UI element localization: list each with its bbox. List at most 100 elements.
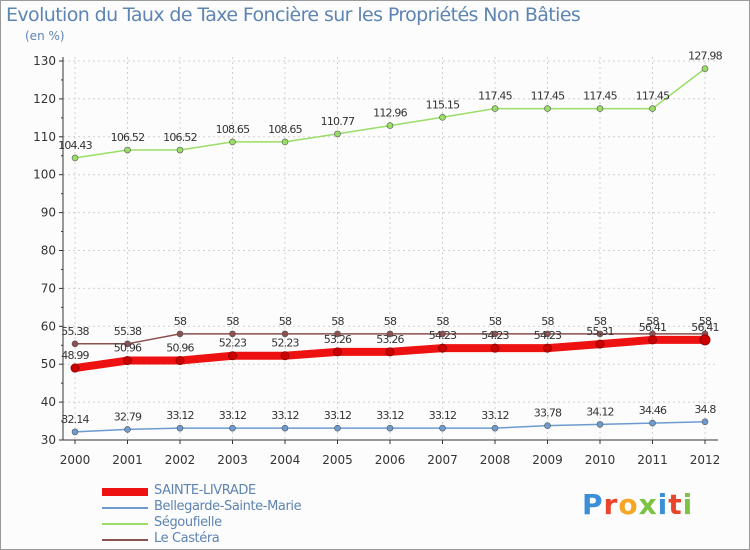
data-label: 52.23 [219, 337, 247, 350]
data-point [124, 146, 131, 154]
x-tick-label: 2003 [217, 453, 248, 467]
data-point [544, 422, 551, 429]
data-point [281, 138, 289, 146]
data-point [229, 138, 236, 146]
data-label: 127.98 [688, 50, 722, 63]
data-label: 34.12 [586, 405, 614, 418]
legend-label: Le Castéra [154, 531, 220, 546]
data-label: 50.96 [166, 342, 194, 355]
legend-item-bellegarde: Bellegarde-Sainte-Marie [102, 499, 362, 516]
data-label: 48.99 [61, 349, 89, 362]
x-tick-label: 2008 [480, 453, 511, 467]
data-label: 55.38 [61, 325, 89, 338]
data-point [648, 335, 657, 345]
data-point [334, 330, 341, 338]
data-point [701, 65, 709, 72]
y-tick-label: 30 [41, 433, 56, 447]
data-point [280, 351, 290, 361]
data-label: 54.23 [534, 329, 562, 342]
data-point [228, 351, 237, 361]
x-tick-label: 2007 [427, 453, 458, 467]
data-label: 32.79 [114, 410, 142, 423]
data-point [490, 343, 500, 353]
data-point [596, 421, 604, 428]
data-label: 33.12 [429, 409, 457, 422]
data-point [71, 428, 79, 436]
data-label: 117.45 [478, 90, 512, 103]
data-label: 112.96 [373, 107, 407, 120]
data-point [176, 424, 184, 432]
data-point [596, 105, 604, 112]
data-point [71, 340, 79, 348]
data-label: 54.23 [481, 329, 509, 342]
data-point [176, 330, 184, 338]
legend-label: Ségoufielle [154, 515, 222, 530]
data-point [334, 130, 341, 138]
y-tick-label: 110 [33, 130, 56, 144]
data-point [491, 330, 499, 338]
data-point [176, 146, 184, 154]
y-tick-label: 80 [41, 244, 56, 258]
data-point [175, 356, 185, 366]
x-tick-label: 2006 [375, 453, 406, 467]
x-tick-label: 2000 [60, 453, 91, 467]
data-label: 56.41 [691, 321, 719, 334]
data-point [385, 347, 395, 357]
data-point [439, 113, 446, 121]
data-point [491, 105, 499, 112]
x-tick-label: 2010 [585, 453, 616, 467]
y-tick-label: 100 [33, 168, 56, 182]
data-label: 58 [594, 315, 607, 328]
data-label: 110.77 [321, 115, 355, 128]
data-label: 108.65 [216, 123, 250, 136]
data-label: 33.12 [376, 409, 404, 422]
data-label: 106.52 [163, 131, 197, 144]
data-label: 33.78 [534, 407, 562, 420]
data-point [124, 426, 131, 433]
legend-item-sainte-livrade: SAINTE-LIVRADE [102, 483, 362, 500]
data-point [649, 105, 656, 112]
y-tick-label: 90 [41, 206, 56, 220]
data-point [544, 105, 551, 112]
data-label: 117.45 [636, 90, 670, 103]
data-point [595, 339, 605, 349]
data-label: 50.96 [114, 342, 142, 355]
data-label: 58 [489, 315, 502, 328]
x-tick-label: 2004 [270, 453, 301, 467]
data-label: 33.12 [166, 409, 194, 422]
y-tick-label: 70 [41, 281, 56, 295]
data-label: 58 [699, 315, 712, 328]
data-label: 58 [384, 315, 397, 328]
legend-item-segoufielle: Ségoufielle [102, 515, 362, 532]
y-tick-label: 60 [41, 319, 56, 333]
data-point [386, 424, 394, 432]
data-label: 108.65 [268, 123, 302, 136]
data-label: 115.15 [426, 98, 460, 111]
y-tick-label: 120 [33, 92, 56, 106]
data-label: 53.26 [376, 333, 404, 346]
data-label: 58 [279, 315, 292, 328]
legend-swatch [102, 523, 148, 525]
legend-label: Bellegarde-Sainte-Marie [154, 499, 302, 514]
data-point [439, 424, 446, 432]
data-point [281, 330, 289, 338]
data-point [229, 330, 236, 338]
data-point [699, 334, 711, 346]
data-label: 33.12 [481, 409, 509, 422]
data-point [229, 424, 236, 432]
data-label: 54.23 [429, 329, 457, 342]
data-label: 32.14 [61, 413, 89, 426]
data-point [334, 424, 341, 432]
data-point [701, 418, 709, 426]
y-tick-label: 50 [41, 357, 56, 371]
data-label: 52.23 [271, 337, 299, 350]
data-label: 58 [541, 315, 554, 328]
y-tick-label: 130 [33, 54, 56, 68]
x-tick-label: 2001 [112, 453, 143, 467]
data-label: 58 [436, 315, 449, 328]
data-point [491, 424, 499, 432]
legend-swatch [102, 507, 148, 509]
legend-item-le-castera: Le Castéra [102, 531, 362, 548]
data-label: 53.26 [324, 333, 352, 346]
